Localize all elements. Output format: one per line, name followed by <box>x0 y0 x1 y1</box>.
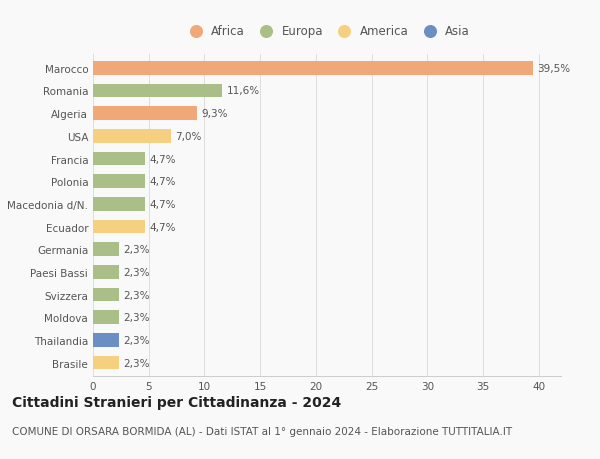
Text: 9,3%: 9,3% <box>201 109 227 119</box>
Text: 39,5%: 39,5% <box>538 64 571 73</box>
Text: 4,7%: 4,7% <box>150 222 176 232</box>
Legend: Africa, Europa, America, Asia: Africa, Europa, America, Asia <box>182 22 472 40</box>
Text: 2,3%: 2,3% <box>123 290 149 300</box>
Bar <box>93 311 119 325</box>
Text: 2,3%: 2,3% <box>123 335 149 345</box>
Text: 7,0%: 7,0% <box>175 132 202 141</box>
Text: 11,6%: 11,6% <box>227 86 260 96</box>
Bar <box>93 220 145 234</box>
Bar <box>93 107 197 121</box>
Bar <box>93 62 533 75</box>
Bar <box>93 84 222 98</box>
Text: 2,3%: 2,3% <box>123 245 149 255</box>
Text: Cittadini Stranieri per Cittadinanza - 2024: Cittadini Stranieri per Cittadinanza - 2… <box>12 395 341 409</box>
Bar <box>93 333 119 347</box>
Bar <box>93 130 171 143</box>
Text: 2,3%: 2,3% <box>123 358 149 368</box>
Text: 4,7%: 4,7% <box>150 177 176 187</box>
Text: COMUNE DI ORSARA BORMIDA (AL) - Dati ISTAT al 1° gennaio 2024 - Elaborazione TUT: COMUNE DI ORSARA BORMIDA (AL) - Dati IST… <box>12 426 512 436</box>
Text: 4,7%: 4,7% <box>150 199 176 209</box>
Bar <box>93 152 145 166</box>
Text: 4,7%: 4,7% <box>150 154 176 164</box>
Bar <box>93 175 145 189</box>
Bar <box>93 356 119 369</box>
Bar <box>93 243 119 257</box>
Bar <box>93 288 119 302</box>
Text: 2,3%: 2,3% <box>123 313 149 323</box>
Bar <box>93 198 145 211</box>
Text: 2,3%: 2,3% <box>123 267 149 277</box>
Bar <box>93 265 119 279</box>
